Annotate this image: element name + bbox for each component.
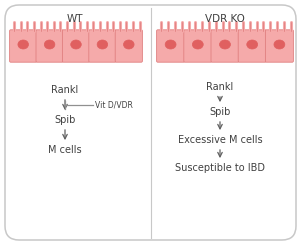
Ellipse shape <box>18 40 29 49</box>
Text: Excessive M cells: Excessive M cells <box>178 135 262 145</box>
FancyBboxPatch shape <box>89 30 116 62</box>
Ellipse shape <box>71 40 81 49</box>
Text: Susceptible to IBD: Susceptible to IBD <box>175 163 265 173</box>
Ellipse shape <box>165 40 176 49</box>
FancyBboxPatch shape <box>36 30 63 62</box>
Ellipse shape <box>192 40 203 49</box>
FancyBboxPatch shape <box>5 5 296 240</box>
Text: Rankl: Rankl <box>206 82 234 92</box>
Ellipse shape <box>274 40 285 49</box>
Text: VDR KO: VDR KO <box>205 14 245 24</box>
FancyBboxPatch shape <box>62 30 90 62</box>
Ellipse shape <box>44 40 55 49</box>
FancyBboxPatch shape <box>10 30 37 62</box>
FancyBboxPatch shape <box>184 30 212 62</box>
FancyBboxPatch shape <box>211 30 239 62</box>
Text: Rankl: Rankl <box>51 85 79 95</box>
Text: Spib: Spib <box>54 115 76 125</box>
Ellipse shape <box>123 40 134 49</box>
Text: WT: WT <box>67 14 83 24</box>
Ellipse shape <box>97 40 108 49</box>
Text: M cells: M cells <box>48 145 82 155</box>
Ellipse shape <box>247 40 258 49</box>
Text: Spib: Spib <box>209 107 231 117</box>
FancyBboxPatch shape <box>265 30 293 62</box>
Text: Vit D/VDR: Vit D/VDR <box>95 100 133 110</box>
Ellipse shape <box>219 40 231 49</box>
FancyBboxPatch shape <box>157 30 185 62</box>
FancyBboxPatch shape <box>238 30 266 62</box>
FancyBboxPatch shape <box>115 30 142 62</box>
